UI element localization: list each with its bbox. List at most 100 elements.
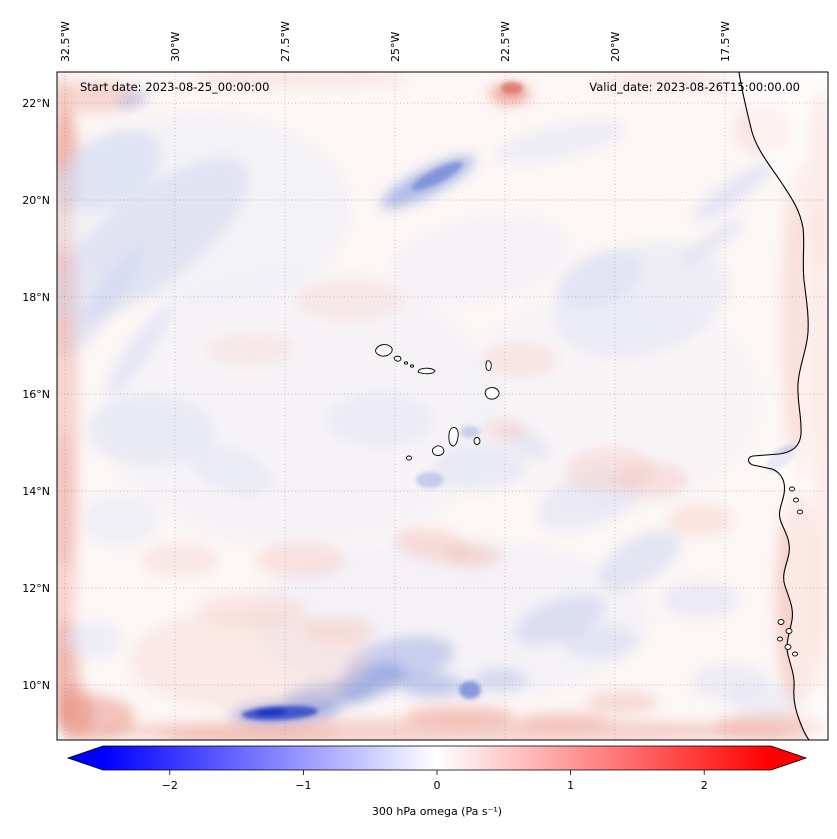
colorbar-ticks: −2 −1 0 1 2 [162,770,708,792]
lat-tick-label: 22°N [22,97,50,110]
lat-tick-label: 18°N [22,291,50,304]
omega-blob [715,713,825,740]
cape-verde-islands [375,344,500,461]
colorbar: −2 −1 0 1 2 300 hPa omega (Pa s⁻¹) [66,745,808,818]
omega-blob [57,158,249,322]
omega-blob [416,472,444,488]
omega-blob [501,82,523,94]
omega-blob [460,426,480,438]
omega-blob [66,246,144,354]
colorbar-tick-label: 1 [567,779,574,792]
island [448,427,459,447]
lat-tick-label: 20°N [22,194,50,207]
longitude-tick-labels: 32.5°W 30°W 27.5°W 25°W 22.5°W 20°W 17.5°W [59,21,732,62]
latitude-tick-labels: 22°N 20°N 18°N 16°N 14°N 12°N 10°N [22,97,50,692]
coastal-island [797,509,803,515]
omega-blob [59,129,161,211]
omega-blob [693,163,773,221]
lon-tick-label: 25°W [389,32,402,62]
lon-tick-label: 20°W [609,32,622,62]
island-dot [403,361,409,365]
africa-landmass [739,72,828,740]
lon-tick-label: 17.5°W [719,21,732,62]
coastal-island [792,651,798,657]
lon-tick-label: 30°W [169,32,182,62]
omega-blob [107,304,173,396]
island-dot [409,364,415,368]
gridlines [57,72,828,740]
omega-blob [520,712,610,730]
colorbar-label: 300 hPa omega (Pa s⁻¹) [372,805,502,818]
omega-blob [586,691,658,713]
island [431,445,445,456]
lon-tick-label: 32.5°W [59,21,72,62]
omega-blob [496,121,624,163]
island [484,387,500,400]
island [375,344,393,357]
omega-blob [562,626,638,658]
omega-blob [255,542,345,578]
lat-tick-label: 10°N [22,679,50,692]
omega-blob [325,392,435,448]
lat-tick-label: 12°N [22,582,50,595]
africa-coastline [738,72,810,740]
island-dot [473,437,481,445]
omega-blob [255,707,287,717]
coastal-island [777,619,785,625]
coastal-islands [777,486,803,657]
omega-blob [668,504,732,536]
omega-blob [100,270,500,550]
start-date-label: Start date: 2023-08-25_00:00:00 [80,80,269,94]
omega-blob [391,217,569,303]
omega-blob [616,462,688,498]
omega-blob [599,530,681,590]
omega-blob [727,684,797,716]
valid-date-label: Valid_date: 2023-08-26T15:00:00.00 [589,80,800,94]
omega-blob [205,332,295,368]
island-dot [406,455,412,461]
lon-tick-label: 27.5°W [279,21,292,62]
island [485,360,492,371]
colorbar-bar [66,745,808,771]
omega-blob [405,705,515,727]
omega-blob [435,446,525,490]
omega-blob [411,161,463,191]
coastal-island [789,486,795,492]
omega-blob [142,544,218,576]
omega-blob [116,90,150,110]
omega-blob [680,218,744,266]
omega-field-detail [242,82,796,721]
omega-blob [190,72,410,86]
colorbar-tick-label: −1 [295,779,311,792]
omega-blob [459,681,481,699]
omega-blob [295,278,405,322]
omega-blob [514,595,606,645]
lat-tick-label: 14°N [22,485,50,498]
omega-blob [472,669,528,691]
plot-border [56,71,829,741]
omega-blob [82,494,158,546]
omega-blob [482,342,558,378]
omega-blob [130,610,370,710]
coastal-island [784,644,792,650]
omega-blob [57,430,76,570]
coastal-island [785,628,793,634]
colorbar-tick-label: −2 [162,779,178,792]
island [417,367,436,375]
omega-blob [57,684,93,740]
omega-blob [64,622,120,658]
lon-tick-label: 22.5°W [499,21,512,62]
omega-blob [160,728,340,740]
colorbar-tick-label: 2 [701,779,708,792]
omega-blob [590,75,730,89]
coastal-island [777,636,783,642]
colorbar-tick-label: 0 [434,779,441,792]
lat-tick-label: 16°N [22,388,50,401]
omega-blob [444,544,500,568]
omega-blob [85,395,215,465]
omega-blob [187,444,273,496]
omega-blob [556,249,644,307]
island [393,355,402,362]
